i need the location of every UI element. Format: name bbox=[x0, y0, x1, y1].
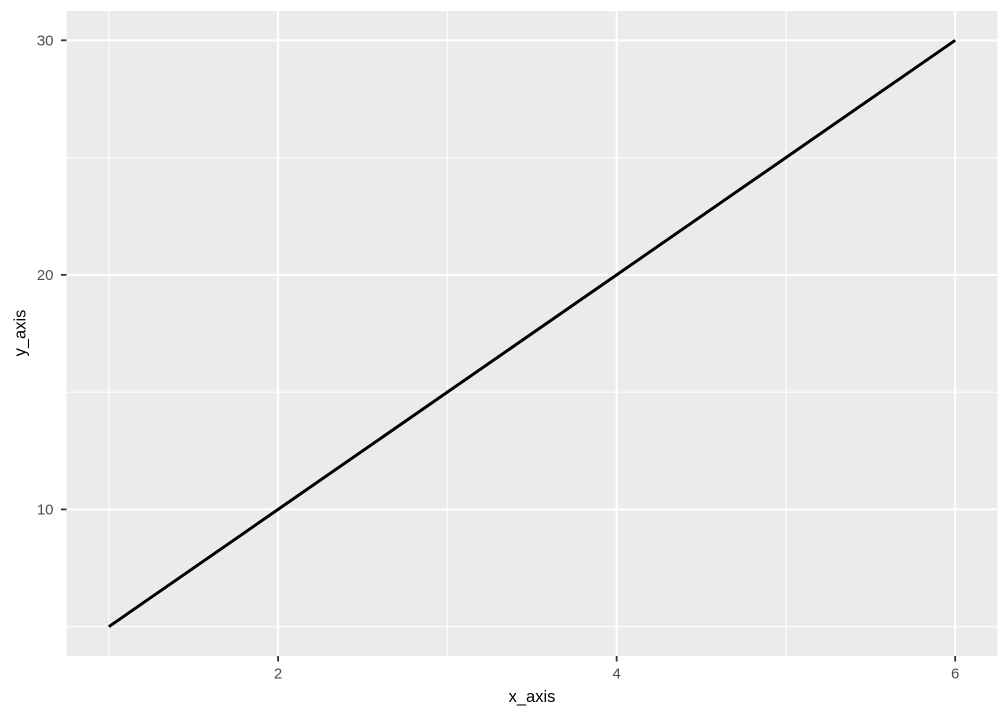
y-tick-label-30: 30 bbox=[37, 33, 54, 50]
x-tick-label-6: 6 bbox=[951, 666, 959, 683]
x-tick-label-4: 4 bbox=[612, 666, 620, 683]
y-tick-label-10: 10 bbox=[37, 502, 54, 519]
data-line bbox=[107, 39, 957, 628]
y-axis-title: y_axis bbox=[11, 309, 30, 357]
x-axis-title: x_axis bbox=[508, 688, 556, 706]
y-tick-label-20: 20 bbox=[37, 267, 54, 284]
x-tick-label-2: 2 bbox=[274, 666, 282, 683]
